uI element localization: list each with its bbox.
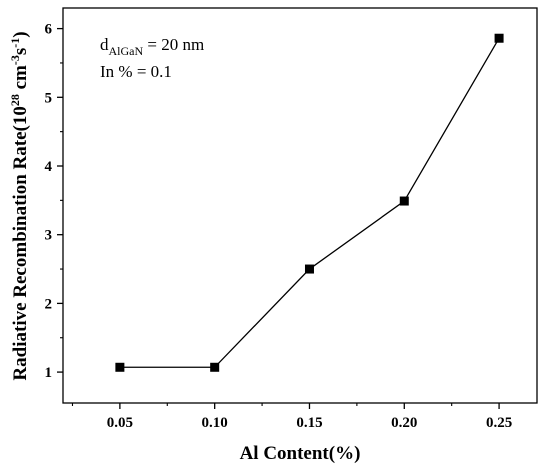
series-markers: [115, 33, 504, 372]
y-tick-label: 2: [45, 296, 53, 312]
axis-ticks: [57, 27, 500, 409]
data-point: [399, 196, 409, 206]
y-tick-label: 1: [45, 365, 53, 381]
annotation-thickness: dAlGaN = 20 nm: [100, 35, 204, 58]
y-tick-label: 3: [45, 228, 53, 244]
plot-frame: [62, 7, 538, 404]
y-tick-label: 4: [45, 159, 53, 175]
data-point: [304, 264, 314, 274]
x-tick-label: 0.15: [296, 415, 322, 431]
y-tick-label: 5: [45, 90, 53, 106]
y-axis-label: Radiative Recombination Rate(1028 cm-3s-…: [8, 31, 31, 380]
series-line: [119, 37, 500, 368]
x-tick-label: 0.10: [202, 415, 228, 431]
data-point: [210, 362, 220, 372]
x-tick-label: 0.25: [486, 415, 512, 431]
x-tick-label: 0.05: [107, 415, 133, 431]
y-tick-label: 6: [45, 22, 53, 38]
annotation-indium: In % = 0.1: [100, 62, 172, 81]
x-tick-label: 0.20: [391, 415, 417, 431]
x-axis-label: Al Content(%): [240, 443, 361, 464]
data-point: [494, 33, 504, 43]
data-point: [115, 362, 125, 372]
tick-labels: 0.05 0.10 0.15 0.20 0.25 1 2 3 4 5 6: [45, 22, 513, 431]
